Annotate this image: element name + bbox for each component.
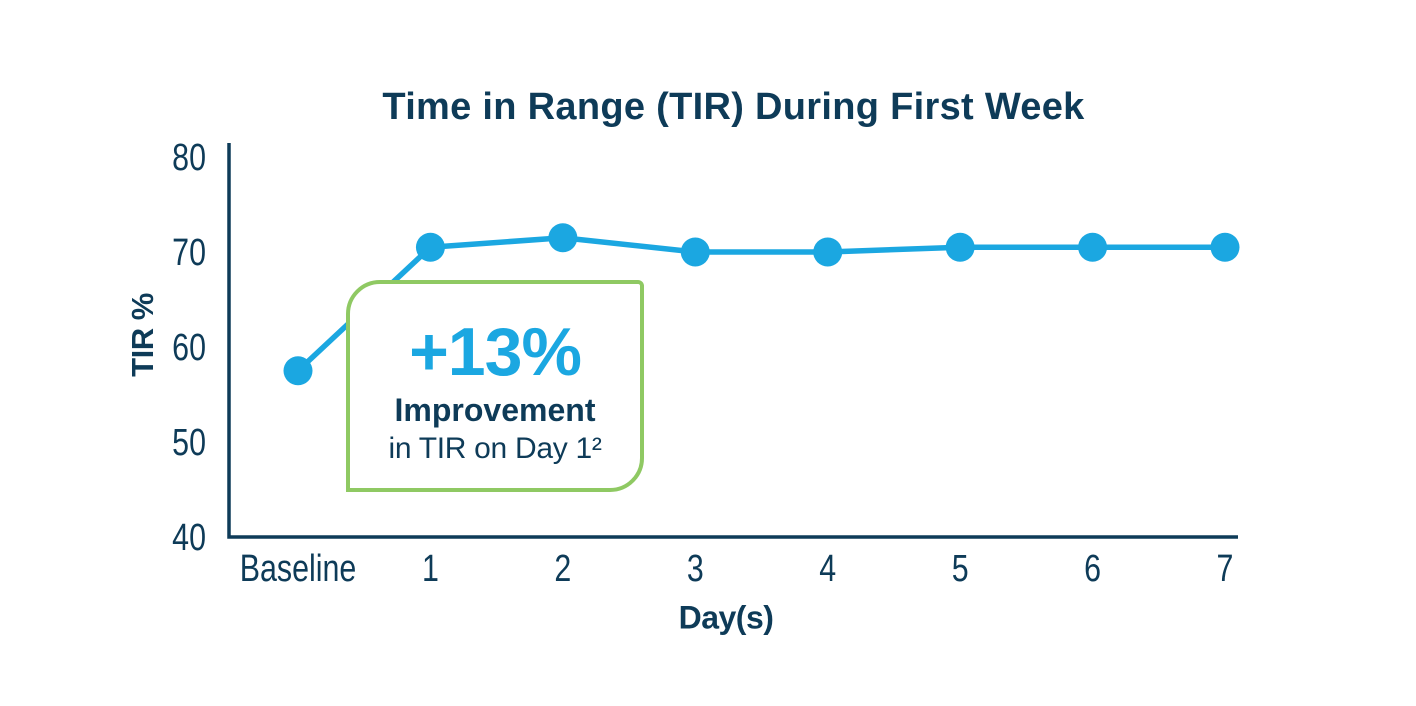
callout-value: +13% [409, 314, 582, 390]
improvement-callout: +13% Improvement in TIR on Day 1² [346, 280, 644, 492]
data-point-2 [548, 223, 578, 253]
x-tick-2: 2 [554, 548, 571, 590]
x-tick-6: 6 [1084, 548, 1101, 590]
data-point-3 [680, 237, 710, 267]
x-tick-4: 4 [819, 548, 836, 590]
callout-line2: in TIR on Day 1² [388, 432, 602, 465]
y-axis-label: TIR % [125, 293, 160, 377]
x-tick-1: 1 [422, 548, 439, 590]
y-tick-70: 70 [172, 232, 206, 274]
data-point-Baseline [283, 356, 313, 386]
x-tick-Baseline: Baseline [240, 548, 357, 590]
tir-line [295, 235, 1228, 374]
x-axis-label: Day(s) [678, 599, 774, 636]
chart-title: Time in Range (TIR) During First Week [382, 86, 1085, 128]
y-tick-50: 50 [172, 422, 206, 464]
data-point-1 [415, 232, 445, 262]
callout-line1: Improvement [394, 392, 596, 428]
x-tick-3: 3 [687, 548, 704, 590]
data-point-4 [813, 237, 843, 267]
y-tick-60: 60 [172, 327, 206, 369]
y-tick-80: 80 [172, 137, 206, 179]
axes [227, 143, 1238, 539]
x-tick-5: 5 [952, 548, 969, 590]
data-point-6 [1078, 232, 1108, 262]
data-point-5 [945, 232, 975, 262]
data-point-7 [1210, 232, 1240, 262]
y-tick-40: 40 [172, 517, 206, 559]
x-tick-7: 7 [1217, 548, 1234, 590]
